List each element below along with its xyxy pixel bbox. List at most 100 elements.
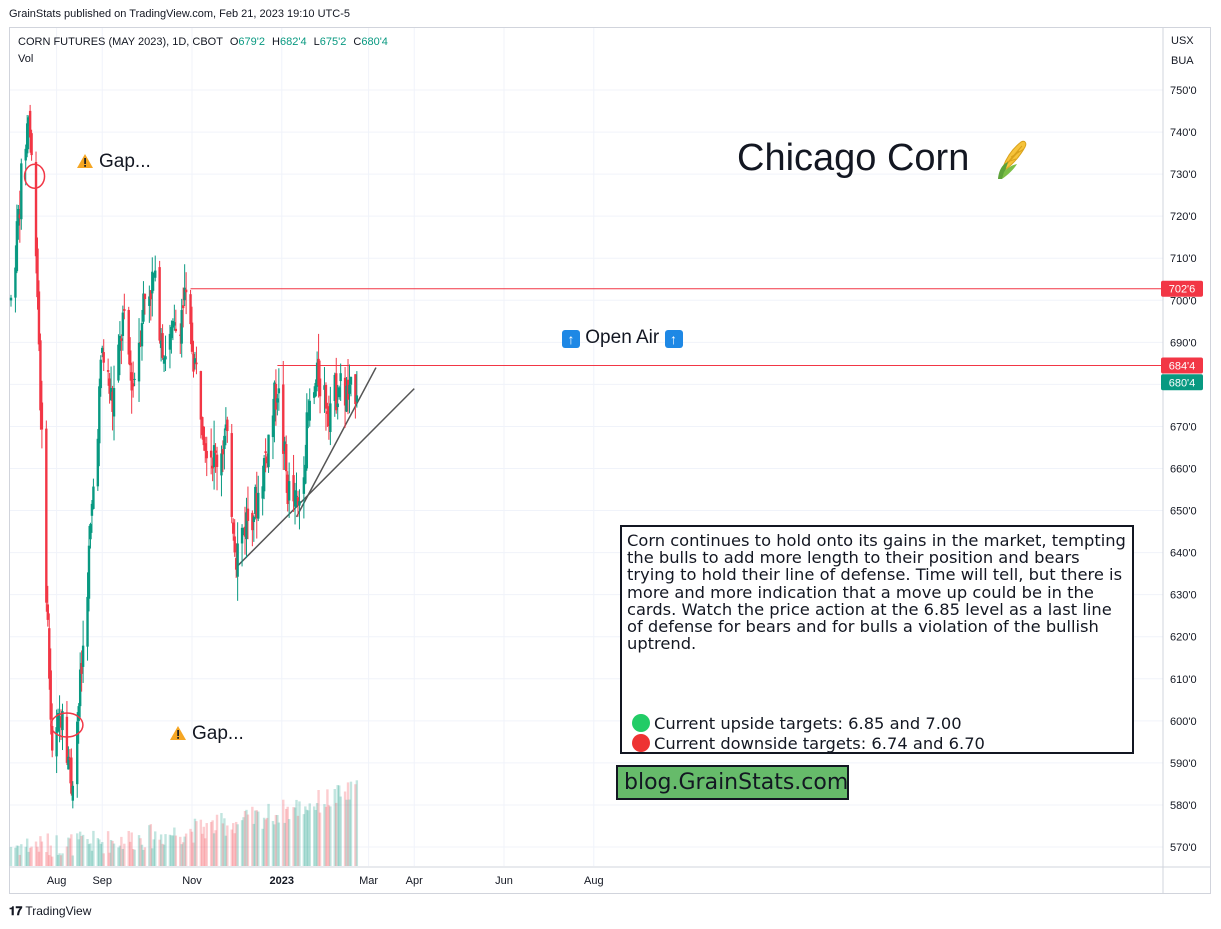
candle-body bbox=[70, 757, 73, 794]
volume-bar bbox=[152, 839, 155, 866]
volume-bar bbox=[315, 803, 319, 866]
y-tick-label: 570'0 bbox=[1170, 842, 1197, 854]
volume-bar bbox=[92, 830, 95, 866]
candle-body bbox=[120, 338, 123, 341]
candle-body bbox=[131, 383, 135, 387]
candle-body bbox=[143, 293, 147, 300]
candle bbox=[214, 443, 217, 473]
candle-body bbox=[252, 516, 256, 523]
candle bbox=[143, 293, 147, 315]
volume-bar bbox=[20, 844, 23, 866]
candle bbox=[349, 376, 353, 397]
tradingview-brand: TradingView bbox=[25, 904, 92, 918]
volume-bar bbox=[170, 835, 173, 866]
corn-icon bbox=[994, 137, 1030, 186]
volume-bar bbox=[27, 851, 30, 866]
volume-bar bbox=[257, 811, 260, 866]
trendline bbox=[235, 388, 415, 568]
candle-body bbox=[245, 512, 248, 540]
candle-body bbox=[257, 492, 260, 519]
candle bbox=[148, 285, 151, 323]
price-unit-top: USX bbox=[1171, 35, 1194, 47]
candle-body bbox=[46, 604, 49, 620]
candle bbox=[154, 255, 157, 282]
candle bbox=[14, 245, 17, 313]
candle-body bbox=[285, 444, 288, 472]
analysis-note-box: Corn continues to hold onto its gains in… bbox=[620, 525, 1134, 754]
volume-bar bbox=[221, 823, 225, 866]
candle bbox=[171, 318, 175, 341]
volume-bar bbox=[324, 806, 328, 866]
volume-bar bbox=[192, 842, 195, 866]
up-arrow-icon: ↑ bbox=[562, 330, 580, 348]
volume-bar bbox=[298, 801, 301, 866]
volume-bar bbox=[246, 814, 250, 866]
candle-body bbox=[101, 347, 104, 354]
volume-bar bbox=[255, 810, 258, 866]
trendline bbox=[295, 367, 377, 518]
candle bbox=[183, 264, 186, 307]
candle-body bbox=[86, 596, 89, 647]
candle-body bbox=[184, 289, 188, 293]
candle bbox=[133, 372, 136, 387]
volume-bar bbox=[348, 799, 351, 866]
candle bbox=[139, 330, 142, 348]
candle-body bbox=[49, 670, 52, 720]
y-tick-label: 700'0 bbox=[1170, 295, 1197, 307]
volume-bar bbox=[123, 843, 126, 866]
volume-bar bbox=[39, 836, 42, 866]
volume-bar bbox=[87, 844, 91, 866]
volume-bar bbox=[251, 806, 254, 866]
candle-body bbox=[221, 449, 225, 455]
candle-body bbox=[89, 524, 92, 540]
candle bbox=[304, 444, 307, 485]
candle bbox=[158, 260, 161, 344]
green-circle-icon bbox=[632, 714, 650, 732]
candle-body bbox=[123, 309, 126, 311]
candle bbox=[65, 701, 69, 766]
volume-bar bbox=[34, 841, 38, 866]
volume-bar bbox=[337, 785, 341, 866]
volume-bar bbox=[127, 830, 130, 866]
candle bbox=[81, 620, 85, 683]
candle-body bbox=[296, 497, 300, 506]
volume-bar bbox=[327, 805, 331, 866]
candle bbox=[202, 426, 205, 451]
candle-body bbox=[56, 712, 60, 732]
volume-bar bbox=[106, 831, 110, 866]
volume-bar bbox=[181, 842, 185, 866]
volume-bar bbox=[14, 847, 17, 866]
volume-bar bbox=[312, 806, 316, 866]
candle bbox=[90, 499, 94, 533]
volume-legend[interactable]: Vol bbox=[18, 53, 34, 65]
volume-bar bbox=[80, 836, 83, 866]
volume-bar bbox=[179, 836, 182, 866]
candle bbox=[295, 472, 298, 508]
volume-bar bbox=[234, 821, 238, 866]
candle-body bbox=[48, 628, 51, 679]
candle bbox=[293, 482, 297, 525]
candle bbox=[170, 320, 173, 354]
volume-bar bbox=[271, 821, 275, 866]
candle bbox=[55, 709, 58, 774]
candle-body bbox=[37, 291, 41, 345]
volume-bar bbox=[143, 847, 147, 866]
volume-bar bbox=[173, 827, 176, 866]
tradingview-footer[interactable]: 𝟏𝟕 TradingView bbox=[9, 904, 91, 919]
symbol-legend[interactable]: CORN FUTURES (MAY 2023), 1D, CBOT O679'2… bbox=[18, 36, 388, 48]
candle-body bbox=[211, 465, 214, 469]
candle bbox=[102, 339, 105, 372]
volume-bar bbox=[202, 826, 205, 866]
candle-body bbox=[326, 411, 329, 415]
candle bbox=[45, 420, 48, 612]
volume-bar bbox=[151, 848, 154, 866]
volume-bar bbox=[161, 843, 164, 866]
candle bbox=[201, 416, 204, 440]
candle-body bbox=[139, 342, 142, 344]
blog-link-box[interactable]: blog.GrainStats.com bbox=[616, 765, 849, 800]
candle bbox=[329, 386, 332, 446]
volume-bar bbox=[28, 847, 32, 866]
candle bbox=[246, 486, 250, 540]
candle-body bbox=[28, 110, 32, 138]
